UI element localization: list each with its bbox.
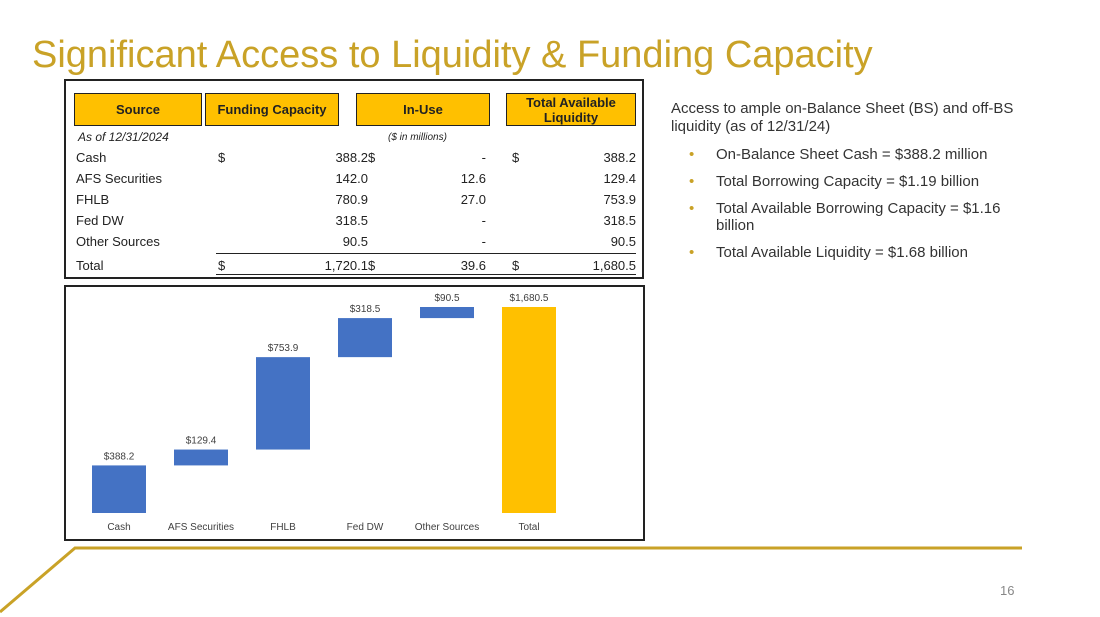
bullet-item: • Total Available Borrowing Capacity = $1… [671,200,1031,234]
bullet-list: • On-Balance Sheet Cash = $388.2 million •… [671,146,1031,261]
waterfall-chart: $388.2 Cash $129.4 AFS Securities $753.9 FHLB… [64,285,645,541]
table-row: AFS Securities 142.0 12.6 129.4 [76,168,636,189]
row-label: AFS Securities [76,171,162,186]
available-value: 90.5 [610,234,636,249]
commentary: Access to ample on-Balance Sheet (BS) an… [671,100,1031,271]
table-row: FHLB 780.9 27.0 753.9 [76,189,636,210]
row-label: Fed DW [76,213,124,228]
bullet-text: On-Balance Sheet Cash = $388.2 million [716,146,988,163]
row-label: Total [76,258,104,273]
bullet-text: Total Borrowing Capacity = $1.19 billion [716,173,980,190]
funding-capacity-value: 142.0 [335,171,368,186]
funding-capacity-sign: $ [218,258,226,273]
data-label: $129.4 [186,436,217,447]
waterfall-bar [256,357,310,450]
funding-capacity-value: 1,720.1 [324,258,368,273]
category-label: AFS Securities [168,522,234,533]
data-label: $753.9 [268,343,299,354]
category-label: Cash [107,522,130,533]
header-funding-capacity: Funding Capacity [205,93,339,126]
in-use-sign: $ [368,150,376,165]
in-use-sign: $ [368,258,376,273]
bullet-dot-icon: • [689,244,695,261]
bullet-text: Total Available Liquidity = $1.68 billio… [716,244,968,261]
funding-capacity-value: 90.5 [342,234,368,249]
header-total-available: Total Available Liquidity [506,93,636,126]
available-value: 318.5 [603,213,636,228]
liquidity-table: Source Funding Capacity In-Use Total Ava… [64,79,644,279]
in-use-value: 27.0 [460,192,486,207]
category-label: Fed DW [347,522,384,533]
funding-capacity-value: 318.5 [335,213,368,228]
header-in-use: In-Use [356,93,490,126]
waterfall-bar [420,307,474,319]
data-label: $1,680.5 [510,293,549,304]
waterfall-bar [92,465,146,513]
funding-capacity-value: 388.2 [335,150,368,165]
in-use-value: - [481,213,486,228]
table-row: Other Sources 90.5 - 90.5 [76,231,636,252]
bullet-item: • Total Available Liquidity = $1.68 billi… [671,244,1031,261]
total-bar [502,307,556,513]
in-use-value: 12.6 [460,171,486,186]
waterfall-bar [338,318,392,358]
category-label: Total [518,522,539,533]
total-rule [216,253,636,254]
commentary-intro: Access to ample on-Balance Sheet (BS) an… [671,100,1014,135]
available-value: 129.4 [603,171,636,186]
as-of-date: As of 12/31/2024 [78,130,169,144]
available-value: 388.2 [603,150,636,165]
available-sign: $ [512,150,520,165]
in-use-value: - [481,234,486,249]
bullet-dot-icon: • [689,200,695,217]
data-label: $90.5 [434,293,459,304]
data-label: $318.5 [350,304,381,315]
bullet-item: • Total Borrowing Capacity = $1.19 billio… [671,173,1031,190]
row-label: FHLB [76,192,110,207]
data-label: $388.2 [104,451,135,462]
bullet-item: • On-Balance Sheet Cash = $388.2 million [671,146,1031,163]
table-row: Cash $388.2 $ - $388.2 [76,147,636,168]
category-label: FHLB [270,522,296,533]
waterfall-bar [174,449,228,466]
in-use-value: 39.6 [460,258,486,273]
funding-capacity-sign: $ [218,150,226,165]
bullet-dot-icon: • [689,173,695,190]
row-label: Cash [76,150,107,165]
page-title: Significant Access to Liquidity & Fundin… [32,34,873,76]
category-label: Other Sources [415,522,479,533]
bullet-dot-icon: • [689,146,695,163]
total-underline [216,274,636,275]
bullet-text: Total Available Borrowing Capacity = $1.… [716,200,1001,234]
page-number: 16 [1000,583,1015,598]
table-row: Fed DW 318.5 - 318.5 [76,210,636,231]
row-label: Other Sources [76,234,160,249]
header-source: Source [74,93,202,126]
units-note: ($ in millions) [388,132,447,143]
available-value: 753.9 [603,192,636,207]
chart-svg: $388.2 Cash $129.4 AFS Securities $753.9 FHLB… [92,293,556,533]
funding-capacity-value: 780.9 [335,192,368,207]
table-row: Total $1,720.1 $39.6 $1,680.5 [76,255,636,276]
available-sign: $ [512,258,520,273]
available-value: 1,680.5 [592,258,636,273]
in-use-value: - [481,150,486,165]
